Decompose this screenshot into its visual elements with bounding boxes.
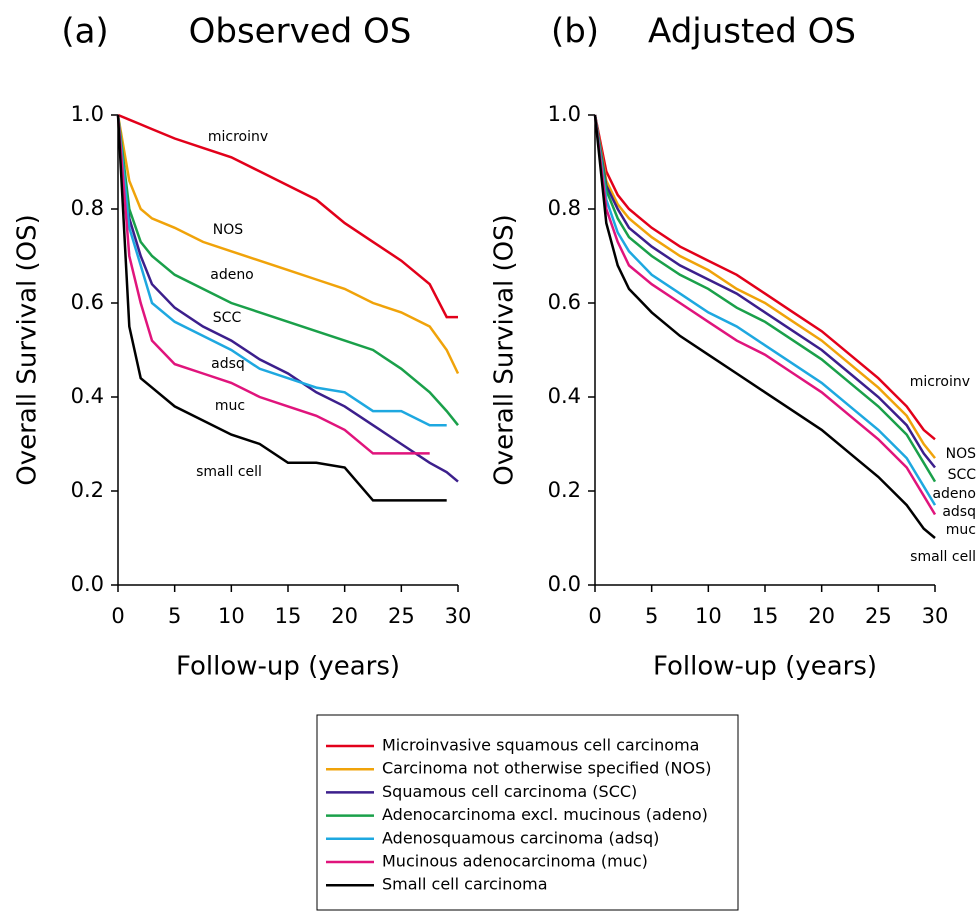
x-tick-label: 25: [388, 604, 415, 628]
survival-curve: [593, 114, 936, 441]
survival-curve: [117, 113, 458, 319]
chart-title: Adjusted OS: [648, 12, 856, 52]
x-tick-label: 5: [645, 604, 658, 628]
x-tick-label: 0: [588, 604, 601, 628]
curve-label: adeno: [932, 486, 976, 502]
curve-label: SCC: [213, 310, 242, 326]
curve-label: NOS: [946, 446, 976, 462]
x-tick-label: 20: [808, 604, 835, 628]
survival-curve: [593, 114, 937, 516]
y-tick-label: 0.8: [548, 196, 581, 220]
curve-label: adeno: [210, 267, 254, 283]
panel-label: (a): [61, 12, 108, 52]
curve-label: microinv: [208, 129, 268, 145]
legend-label: Small cell carcinoma: [382, 875, 548, 894]
x-tick-label: 15: [752, 604, 779, 628]
legend-box: [316, 714, 739, 911]
x-axis-title: Follow-up (years): [653, 652, 877, 682]
curve-label: small cell: [196, 464, 262, 480]
legend-label: Squamous cell carcinoma (SCC): [382, 782, 637, 801]
survival-curve: [593, 114, 936, 469]
x-tick-label: 20: [331, 604, 358, 628]
curve-label: SCC: [948, 467, 977, 483]
survival-curve: [593, 114, 936, 459]
x-tick-label: 30: [922, 604, 949, 628]
x-tick-label: 15: [275, 604, 302, 628]
legend-label: Adenocarcinoma excl. mucinous (adeno): [382, 805, 708, 824]
survival-curve: [116, 114, 447, 502]
y-tick-label: 0.0: [71, 572, 104, 596]
x-tick-label: 30: [445, 604, 472, 628]
y-tick-label: 1.0: [548, 102, 581, 126]
survival-curve: [116, 114, 430, 455]
y-axis-title: Overall Survival (OS): [13, 214, 43, 486]
survival-curve: [593, 114, 937, 506]
y-tick-label: 1.0: [71, 102, 104, 126]
legend-label: Adenosquamous carcinoma (adsq): [382, 828, 659, 847]
x-tick-label: 25: [865, 604, 892, 628]
y-axis-title: Overall Survival (OS): [490, 214, 520, 486]
legend-label: Carcinoma not otherwise specified (NOS): [382, 759, 712, 778]
survival-curve: [116, 114, 447, 427]
survival-curve: [593, 114, 936, 539]
survival-curve: [593, 114, 937, 483]
x-tick-label: 10: [218, 604, 245, 628]
legend-label: Mucinous adenocarcinoma (muc): [382, 852, 648, 871]
curve-label: adsq: [942, 504, 976, 520]
y-tick-label: 0.0: [548, 572, 581, 596]
curve-label: microinv: [910, 374, 970, 390]
curve-label: NOS: [213, 222, 243, 238]
survival-curve: [116, 114, 459, 426]
chart-title: Observed OS: [189, 12, 412, 52]
y-tick-label: 0.4: [71, 384, 104, 408]
x-tick-label: 5: [168, 604, 181, 628]
curve-label: small cell: [910, 549, 976, 565]
y-tick-label: 0.8: [71, 196, 104, 220]
y-tick-label: 0.2: [71, 478, 104, 502]
survival-curve: [116, 114, 460, 375]
y-tick-label: 0.6: [548, 290, 581, 314]
y-tick-label: 0.4: [548, 384, 581, 408]
curve-label: muc: [215, 398, 245, 414]
x-tick-label: 10: [695, 604, 722, 628]
legend-label: Microinvasive squamous cell carcinoma: [382, 736, 699, 755]
y-tick-label: 0.6: [71, 290, 104, 314]
panel-label: (b): [551, 12, 599, 52]
curve-label: muc: [946, 522, 976, 538]
x-axis-title: Follow-up (years): [176, 652, 400, 682]
y-tick-label: 0.2: [548, 478, 581, 502]
curve-label: adsq: [211, 356, 245, 372]
x-tick-label: 0: [111, 604, 124, 628]
survival-curve: [116, 114, 459, 483]
